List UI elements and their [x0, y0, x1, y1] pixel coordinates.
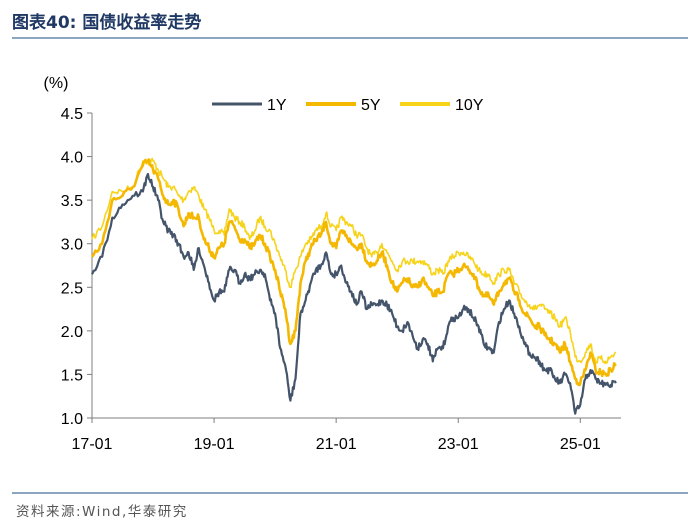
series-layer: [90, 157, 617, 415]
series-line-5y: [90, 158, 617, 387]
x-tick-label: 17-01: [72, 436, 113, 453]
series-line-10y: [91, 157, 616, 365]
x-tick-label: 21-01: [316, 436, 357, 453]
y-tick-label: 3.0: [61, 237, 83, 254]
legend-label-5y: 5Y: [361, 97, 381, 114]
y-tick-label: 3.5: [61, 193, 83, 210]
footer-rule: [12, 492, 688, 494]
y-tick-label: 1.0: [61, 411, 83, 428]
series-line-1y: [91, 172, 617, 415]
y-tick-label: 2.0: [61, 324, 83, 341]
x-tick-label: 25-01: [560, 436, 601, 453]
yield-line-chart: (%) 1.0 1.5 2.0 2.5 3.0 3.5 4.0 4.5 17-01 19-01 21-…: [44, 75, 621, 453]
legend-label-1y: 1Y: [267, 97, 287, 114]
axes: (%) 1.0 1.5 2.0 2.5 3.0 3.5 4.0 4.5 17-01 19-01 21-…: [44, 75, 621, 453]
x-tick-label: 19-01: [194, 436, 235, 453]
figure-title: 图表40: 国债收益率走势: [12, 13, 202, 33]
title-rule: [12, 37, 688, 39]
source-note: 资料来源:Wind,华泰研究: [16, 504, 188, 520]
x-tick-label: 23-01: [438, 436, 479, 453]
y-tick-label: 2.5: [61, 280, 83, 297]
legend: 1Y 5Y 10Y: [212, 97, 484, 114]
y-tick-label: 4.0: [61, 150, 83, 167]
y-axis-unit-label: (%): [44, 75, 69, 92]
y-tick-label: 4.5: [61, 106, 83, 123]
y-tick-label: 1.5: [61, 367, 83, 384]
legend-label-10y: 10Y: [455, 97, 484, 114]
